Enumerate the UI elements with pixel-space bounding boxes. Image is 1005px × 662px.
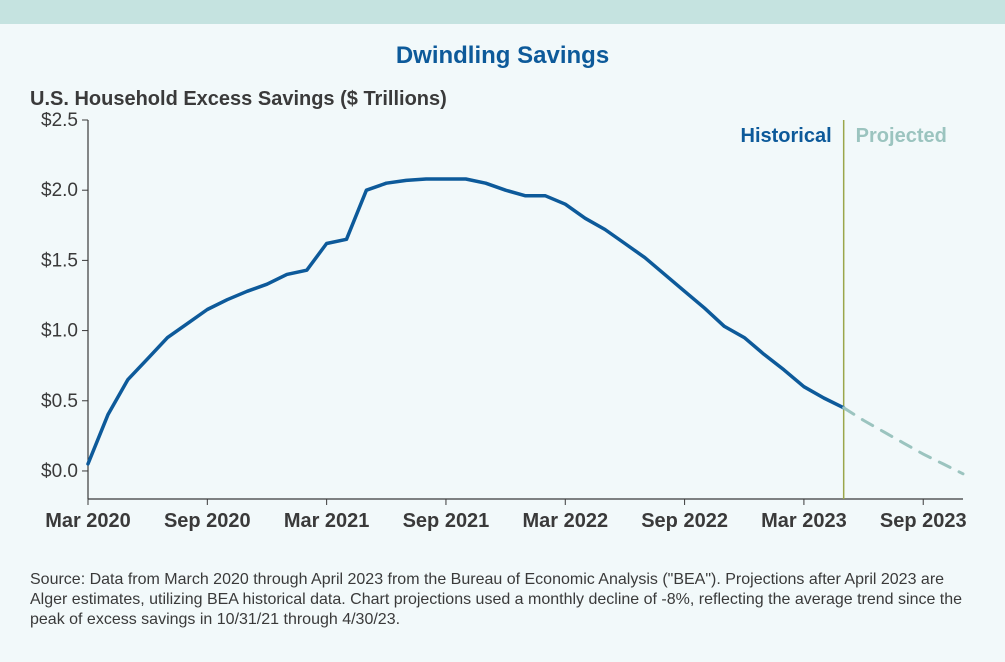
svg-text:Mar 2023: Mar 2023 xyxy=(761,510,847,532)
svg-text:$0.0: $0.0 xyxy=(41,461,78,482)
svg-text:$1.5: $1.5 xyxy=(41,250,78,271)
svg-text:$2.5: $2.5 xyxy=(41,112,78,131)
chart-subtitle: U.S. Household Excess Savings ($ Trillio… xyxy=(30,88,447,111)
svg-text:Sep 2020: Sep 2020 xyxy=(164,510,251,532)
chart-area: $0.0 $0.5 $1.0 $1.5 $2.0 $2.5 Mar 2020 Sep 2020… xyxy=(30,112,975,542)
svg-text:Mar 2021: Mar 2021 xyxy=(284,510,370,532)
chart-title: Dwindling Savings xyxy=(0,42,1005,70)
line-chart: $0.0 $0.5 $1.0 $1.5 $2.0 $2.5 Mar 2020 Sep 2020… xyxy=(30,112,975,542)
svg-text:Sep 2022: Sep 2022 xyxy=(641,510,728,532)
svg-text:Sep 2023: Sep 2023 xyxy=(880,510,967,532)
svg-text:$0.5: $0.5 xyxy=(41,391,78,412)
svg-text:Projected: Projected xyxy=(856,125,947,147)
svg-text:Sep 2021: Sep 2021 xyxy=(403,510,490,532)
top-accent-bar xyxy=(0,0,1005,24)
svg-text:$2.0: $2.0 xyxy=(41,180,78,201)
svg-text:Mar 2022: Mar 2022 xyxy=(522,510,608,532)
svg-text:Historical: Historical xyxy=(741,125,832,147)
svg-text:$1.0: $1.0 xyxy=(41,321,78,342)
source-footnote: Source: Data from March 2020 through Apr… xyxy=(30,570,975,630)
svg-text:Mar 2020: Mar 2020 xyxy=(45,510,131,532)
